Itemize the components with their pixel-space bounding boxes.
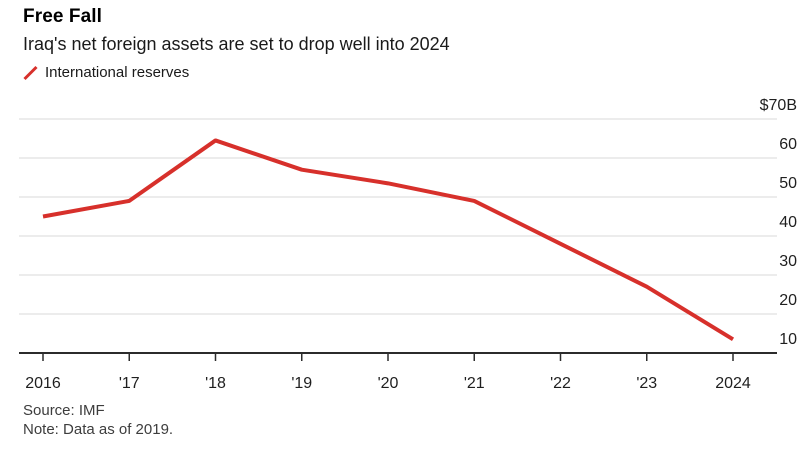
legend-item-label: International reserves <box>45 64 190 81</box>
y-tick-label: $70B <box>760 97 797 114</box>
y-tick-label: 10 <box>779 331 797 348</box>
legend: International reserves <box>22 63 189 82</box>
x-tick-label: '19 <box>291 375 312 392</box>
y-tick-label: 30 <box>779 253 797 270</box>
note-text: Note: Data as of 2019. <box>23 421 174 438</box>
red-slash-icon <box>23 65 38 81</box>
x-tick-label: '23 <box>636 375 657 392</box>
x-tick-label: 2024 <box>715 375 751 392</box>
y-tick-label: 40 <box>779 214 797 231</box>
chart-title: Free Fall <box>23 6 103 27</box>
y-tick-label: 50 <box>779 175 797 192</box>
international-reserves-line <box>42 138 735 342</box>
x-tick-label: '21 <box>464 375 485 392</box>
y-tick-label: 20 <box>779 292 797 309</box>
y-tick-label: 60 <box>779 136 797 153</box>
x-tick-label: '22 <box>550 375 571 392</box>
source-text: Source: IMF <box>23 402 105 419</box>
x-tick-label: 2016 <box>25 375 61 392</box>
footer: Source: IMF Note: Data as of 2019. <box>23 401 173 439</box>
x-tick-label: '17 <box>119 375 140 392</box>
x-tick-label: '20 <box>378 375 399 392</box>
chart-subtitle: Iraq's net foreign assets are set to dro… <box>23 34 450 54</box>
x-tick-label: '18 <box>205 375 226 392</box>
